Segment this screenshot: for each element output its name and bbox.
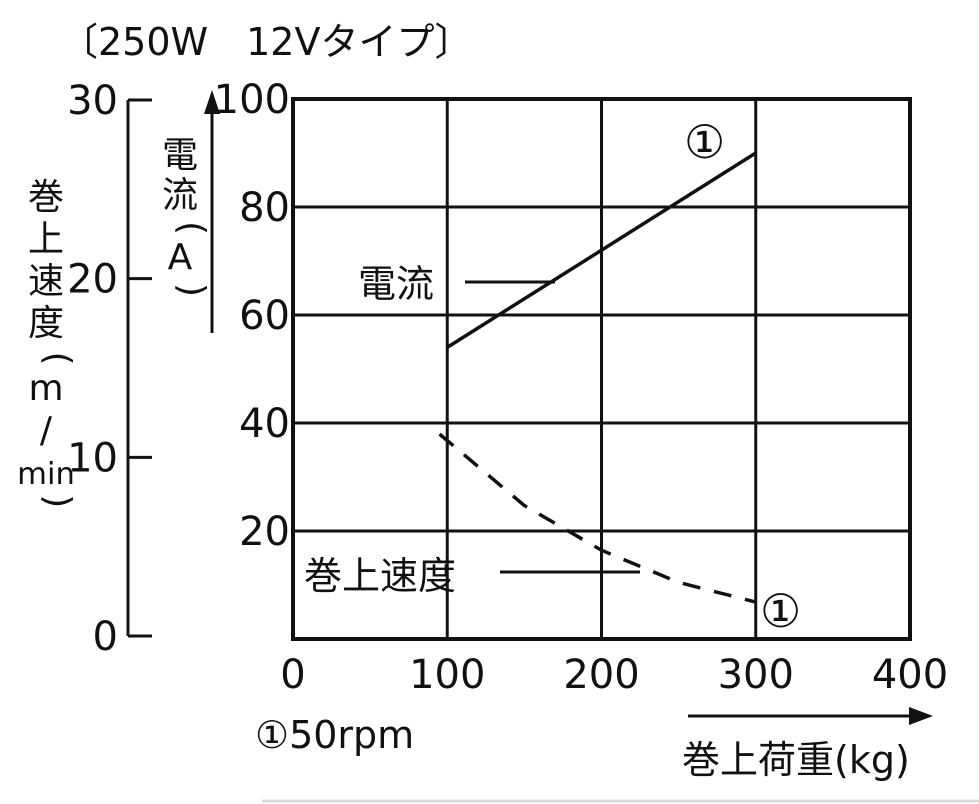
current-tick-100: 100 [214, 77, 290, 123]
footnote: ①50rpm [255, 713, 414, 757]
speed-tick-10: 10 [67, 435, 118, 481]
current-tick-60: 60 [239, 293, 290, 339]
current-tick-80: 80 [239, 185, 290, 231]
speed-label-char-1: 上 [28, 219, 64, 260]
speed-label-char-7: min [17, 457, 75, 492]
current-tick-labels: 20 40 60 80 100 [214, 77, 290, 555]
speed-label-char-4: ( [37, 351, 78, 365]
current-label-char-1: 流 [162, 175, 198, 216]
current-tick-40: 40 [239, 401, 290, 447]
speed-label-char-5: m [28, 368, 63, 409]
x-tick-200: 200 [563, 652, 639, 698]
speed-tick-20: 20 [67, 257, 118, 303]
plot-frame [291, 97, 912, 641]
speed-series-marker: ① [760, 584, 801, 638]
speed-axis: 0 10 20 30 [67, 78, 152, 660]
current-label-char-2: ( [171, 221, 212, 235]
speed-label-char-3: 度 [28, 303, 64, 344]
x-tick-100: 100 [409, 652, 485, 698]
series-group [438, 151, 757, 604]
current-label-char-0: 電 [162, 135, 198, 176]
current-axis-arrow [204, 90, 220, 333]
current-axis-label: 電流 ( A) [162, 135, 212, 297]
speed-tick-0: 0 [93, 614, 118, 660]
speed-label-char-0: 巻 [28, 177, 64, 218]
series-line-1 [438, 432, 757, 604]
speed-label-char-2: 速 [28, 261, 64, 302]
x-tick-400: 400 [872, 652, 948, 698]
x-axis-arrow [688, 707, 933, 725]
current-tick-20: 20 [239, 509, 290, 555]
x-tick-300: 300 [718, 652, 794, 698]
speed-tick-30: 30 [67, 78, 118, 124]
x-axis-label: 巻上荷重(kg) [682, 738, 910, 782]
plot-grid [293, 99, 910, 639]
current-label-char-3: A [168, 237, 193, 278]
speed-series-label: 巻上速度 [304, 554, 456, 598]
speed-label-char-8: ) [37, 494, 78, 508]
x-tick-0: 0 [280, 652, 305, 698]
series-line-0 [446, 151, 757, 349]
x-tick-labels: 0 100 200 300 400 [280, 652, 948, 698]
speed-axis-label: 巻上速度 ( m/ min) [17, 177, 78, 509]
current-label-char-4: ) [171, 283, 212, 297]
current-series-label: 電流 [358, 262, 434, 306]
speed-label-char-6: / [40, 410, 53, 451]
chart-title: 〔250W 12Vタイプ〕 [60, 20, 472, 64]
current-series-marker: ① [684, 115, 725, 169]
